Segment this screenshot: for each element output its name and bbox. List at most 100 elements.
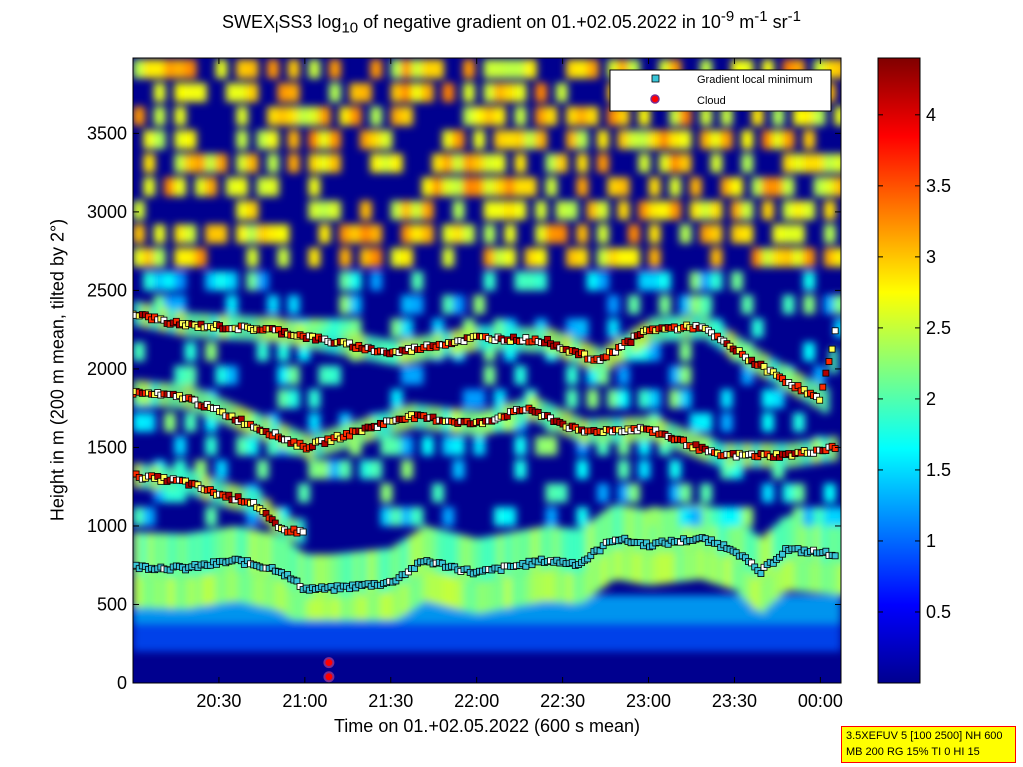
heatmap-cell (452, 153, 465, 173)
x-axis-label: Time on 01.+02.05.2022 (600 s mean) (333, 716, 641, 736)
heatmap-cell (772, 177, 785, 197)
heatmap-cell (803, 507, 816, 526)
heatmap-cell (669, 460, 682, 479)
heatmap-cell (669, 507, 677, 552)
heatmap-cell (225, 295, 238, 314)
heatmap-cell (139, 532, 148, 577)
heatmap-cell (535, 130, 548, 150)
heatmap-cell (724, 556, 732, 589)
heatmap-cell (428, 527, 437, 572)
heatmap-cell (641, 553, 650, 586)
heatmap-cell (270, 578, 279, 610)
heatmap-cell (359, 200, 372, 220)
heatmap-cell (143, 59, 156, 79)
heatmap-cell (772, 524, 780, 569)
heatmap-cell (586, 389, 599, 409)
heatmap-cell (662, 552, 671, 584)
heatmap-cell (174, 224, 187, 244)
heatmap-cell (411, 365, 424, 385)
heatmap-cell (638, 153, 651, 173)
heatmap-cell (194, 531, 203, 576)
heatmap-cell (339, 596, 347, 621)
heatmap-cell (600, 511, 609, 556)
heatmap-cell (297, 106, 310, 126)
heatmap-cell (514, 153, 527, 173)
heatmap-cell (504, 576, 512, 609)
heatmap-cell (586, 59, 599, 79)
heatmap-cell (758, 580, 767, 613)
heatmap-cell (786, 515, 794, 560)
y-axis-label: Height in m (200 m mean, tilted by 2°) (47, 218, 68, 522)
heatmap-cell (263, 576, 272, 609)
heatmap-cell (297, 551, 306, 596)
heatmap-cell (225, 271, 238, 291)
heatmap-cell (421, 83, 434, 102)
heatmap-cell (401, 59, 414, 79)
heatmap-cell (655, 552, 664, 585)
heatmap-cell (669, 551, 677, 583)
heatmap-cell (806, 561, 815, 593)
heatmap-cell (834, 295, 841, 314)
heatmap-cell (627, 483, 640, 503)
heatmap-cell (167, 533, 176, 578)
heatmap-cell (524, 248, 537, 267)
x-tick-label: 22:00 (454, 691, 499, 711)
heatmap-cell (277, 83, 290, 102)
heatmap-cell (442, 130, 455, 150)
heatmap-cell (493, 153, 506, 173)
heatmap-cell (490, 535, 499, 580)
heatmap-cell (586, 565, 595, 597)
heatmap-cell (813, 177, 826, 197)
colorbar: 0.5 1 1.5 2 2.5 3 3.5 4 (877, 57, 951, 684)
heatmap-cell (452, 436, 465, 456)
heatmap-cell (181, 577, 189, 610)
heatmap-cell (803, 342, 816, 362)
heatmap-cell (586, 271, 599, 291)
heatmap-cell (133, 106, 146, 126)
heatmap-cell (772, 389, 785, 409)
y-tick-label: 1500 (87, 437, 127, 457)
heatmap-cell (576, 59, 589, 79)
heatmap-cell (442, 507, 455, 526)
heatmap-cell (803, 200, 816, 220)
heatmap-cell (205, 224, 218, 244)
heatmap-cell (820, 518, 829, 563)
heatmap-cell (452, 224, 465, 244)
heatmap-cell (689, 177, 702, 197)
heatmap-cell (765, 574, 774, 607)
heatmap-cell (834, 507, 841, 526)
heatmap-cell (648, 507, 661, 526)
heatmap-cell (658, 200, 671, 220)
heatmap-cell (181, 533, 189, 578)
heatmap-cell (208, 529, 217, 574)
heatmap-cell (421, 569, 430, 602)
heatmap-cell (414, 530, 423, 575)
heatmap-cell (638, 460, 651, 479)
heatmap-cell (225, 177, 238, 197)
legend-square-marker (651, 74, 660, 83)
heatmap-cell (700, 130, 713, 150)
heatmap-cell (617, 130, 630, 150)
heatmap-cell (308, 130, 321, 150)
heatmap-cell (133, 200, 146, 220)
heatmap-cell (308, 200, 321, 220)
heatmap-cell (146, 576, 155, 609)
heatmap-cell (761, 412, 774, 432)
heatmap-cell (277, 106, 290, 126)
heatmap-cell (535, 224, 548, 244)
heatmap-cell (184, 412, 197, 432)
heatmap-cell (133, 59, 146, 79)
heatmap-cell (552, 570, 561, 603)
heatmap-cell (143, 130, 156, 150)
heatmap-cell (545, 526, 554, 571)
heatmap-cell (442, 574, 451, 607)
heatmap-cell (311, 554, 320, 599)
heatmap-cell (246, 153, 259, 173)
heatmap-cell (700, 412, 713, 432)
heatmap-cell (359, 594, 368, 621)
heatmap-cell (682, 429, 693, 455)
heatmap-cell (483, 177, 496, 197)
heatmap-cell (390, 318, 403, 338)
heatmap-cell (174, 271, 187, 291)
heatmap-cell (349, 271, 362, 291)
